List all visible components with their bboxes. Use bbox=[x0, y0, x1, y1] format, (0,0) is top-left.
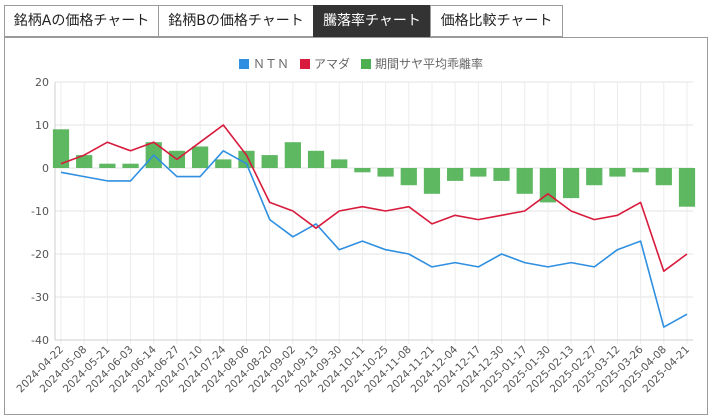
legend-label-spread[interactable]: 期間サヤ平均乖離率 bbox=[375, 56, 483, 71]
change-rate-chart: ＮＴＮ アマダ 期間サヤ平均乖離率 20 10 0 -10 -20 -30 -40 2024… bbox=[14, 56, 696, 395]
spread-bar bbox=[99, 163, 116, 168]
spread-bar bbox=[562, 168, 580, 199]
legend-swatch-ntn bbox=[239, 59, 249, 69]
tab-stock-a-price[interactable]: 銘柄Aの価格チャート bbox=[4, 5, 158, 37]
chart-tabs: 銘柄Aの価格チャート 銘柄Bの価格チャート 騰落率チャート 価格比較チャート bbox=[4, 5, 563, 37]
spread-bar bbox=[678, 168, 696, 207]
spread-bar bbox=[632, 168, 649, 173]
series-lines bbox=[60, 124, 688, 328]
chart-panel: ＮＴＮ アマダ 期間サヤ平均乖離率 20 10 0 -10 -20 -30 -40 2024… bbox=[4, 37, 708, 415]
spread-bar bbox=[261, 155, 278, 168]
y-tick-label: -30 bbox=[31, 291, 49, 304]
y-tick-label: 20 bbox=[35, 76, 49, 89]
y-tick-label: -40 bbox=[31, 334, 49, 347]
y-tick-label: 0 bbox=[42, 162, 49, 175]
spread-bar bbox=[609, 168, 626, 177]
spread-bar bbox=[191, 146, 209, 168]
legend-label-ntn[interactable]: ＮＴＮ bbox=[253, 57, 289, 71]
tab-price-comparison[interactable]: 価格比較チャート bbox=[430, 5, 563, 37]
spread-bar bbox=[354, 168, 371, 173]
spread-bar bbox=[493, 168, 510, 181]
legend-label-amada[interactable]: アマダ bbox=[314, 56, 350, 71]
spread-bar bbox=[331, 159, 348, 168]
amada-line bbox=[60, 124, 688, 272]
spread-bar bbox=[307, 150, 325, 168]
y-tick-label: -10 bbox=[31, 205, 49, 218]
spread-bar bbox=[423, 168, 441, 194]
spread-bar bbox=[470, 168, 487, 177]
spread-bar bbox=[377, 168, 394, 177]
spread-bar bbox=[284, 142, 301, 168]
spread-bar bbox=[586, 168, 603, 186]
spread-bar bbox=[52, 129, 70, 168]
chart-legend: ＮＴＮ アマダ 期間サヤ平均乖離率 bbox=[239, 56, 483, 71]
tab-stock-b-price[interactable]: 銘柄Bの価格チャート bbox=[158, 5, 313, 37]
legend-swatch-amada bbox=[300, 59, 310, 69]
spread-bar bbox=[516, 168, 533, 194]
spread-bars bbox=[52, 129, 696, 207]
chart-grid bbox=[54, 81, 693, 344]
y-tick-label: -20 bbox=[31, 248, 49, 261]
spread-bar bbox=[447, 168, 464, 181]
spread-bar bbox=[655, 168, 672, 186]
x-axis: 2024-04-222024-05-082024-05-212024-06-03… bbox=[14, 343, 692, 395]
spread-bar bbox=[400, 168, 417, 186]
legend-swatch-spread bbox=[361, 59, 371, 69]
tab-change-rate[interactable]: 騰落率チャート bbox=[313, 5, 430, 37]
y-axis: 20 10 0 -10 -20 -30 -40 bbox=[31, 76, 49, 347]
spread-bar bbox=[76, 155, 93, 168]
spread-bar bbox=[215, 159, 232, 168]
ntn-line bbox=[60, 150, 688, 328]
spread-bar bbox=[539, 168, 557, 203]
spread-bar bbox=[122, 163, 139, 168]
y-tick-label: 10 bbox=[35, 119, 49, 132]
